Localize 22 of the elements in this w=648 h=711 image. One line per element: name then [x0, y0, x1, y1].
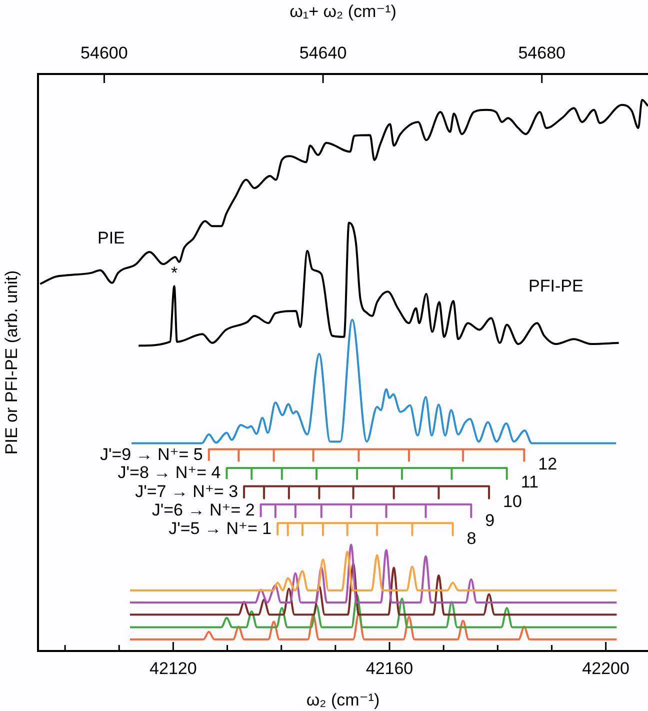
series-label: J'=5 → N⁺= 1	[168, 518, 272, 538]
x2-tick-label: 54680	[518, 43, 566, 62]
series-label: J'=9 → N⁺= 5	[100, 444, 203, 464]
series-label: J'=7 → N⁺= 3	[135, 482, 238, 501]
annotation: *	[170, 263, 178, 282]
annotation: PFI-PE	[528, 276, 584, 296]
annotation: 9	[485, 510, 495, 530]
y-axis-title: PIE or PFI-PE (arb. unit)	[2, 270, 21, 455]
annotation: PIE	[97, 228, 125, 248]
series-label: J'=6 → N⁺= 2	[152, 500, 255, 520]
annotation: 10	[503, 492, 522, 512]
annotation: 11	[520, 472, 539, 492]
x2-axis-title: ω₁+ ω₂ (cm⁻¹)	[290, 2, 396, 21]
x2-tick-label: 54600	[80, 43, 128, 62]
x2-tick-label: 54640	[299, 43, 347, 62]
annotation: 8	[466, 528, 476, 548]
x-tick-label: 42160	[366, 658, 414, 678]
x-tick-label: 42200	[582, 658, 630, 678]
series-label: J'=8 → N⁺= 4	[118, 463, 221, 482]
x-axis-title: ω₂ (cm⁻¹)	[306, 690, 380, 710]
x-tick-label: 42120	[150, 658, 197, 678]
annotation: 12	[538, 454, 558, 474]
